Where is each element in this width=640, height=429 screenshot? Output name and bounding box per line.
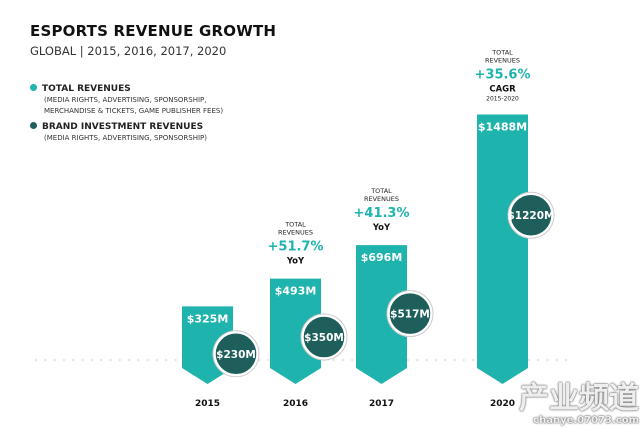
baseline-dot [546, 358, 549, 362]
chart-subtitle: GLOBAL | 2015, 2016, 2017, 2020 [30, 44, 227, 58]
baseline-dot [536, 358, 540, 362]
annotation-value-2017: +41.3% [354, 206, 410, 221]
legend-label-brand: BRAND INVESTMENT REVENUES [42, 122, 204, 132]
x-tick-2017: 2017 [369, 399, 394, 409]
annotation-value-2016: +51.7% [268, 240, 324, 255]
baseline-dot [62, 358, 66, 362]
chart-title: ESPORTS REVENUE GROWTH [30, 22, 277, 40]
circle-brand-2016 [302, 315, 346, 359]
legend-dot-total [30, 84, 37, 91]
annotation-header-2016: TOTAL [284, 221, 306, 229]
baseline-dot [164, 358, 168, 362]
annotation-header2-2020: REVENUES [485, 56, 520, 64]
circle-label-brand-2017: $517M [390, 309, 430, 321]
baseline-dot [471, 358, 475, 362]
baseline-dot [332, 358, 335, 362]
baseline-dot [443, 358, 447, 362]
annotation-header2-2016: REVENUES [278, 229, 313, 237]
baseline-dot [71, 358, 75, 362]
baseline-dot [462, 358, 466, 362]
legend-note-total-2: MERCHANDISE & TICKETS, GAME PUBLISHER FE… [44, 107, 224, 115]
baseline-dot [137, 358, 140, 362]
annotation-label-2017: YoY [372, 223, 391, 233]
baseline-dot [267, 358, 270, 362]
baseline-dot [146, 358, 149, 362]
baseline-dot [453, 358, 456, 362]
bar-total-2020 [477, 114, 528, 384]
baseline-dot [99, 358, 103, 362]
bar-label-total-2016: $493M [275, 285, 317, 298]
baseline-dot [564, 358, 568, 362]
bar-label-total-2015: $325M [187, 312, 229, 325]
baseline-dot [53, 358, 56, 362]
baseline-dot [109, 358, 112, 362]
bar-label-total-2017: $696M [361, 251, 403, 264]
x-tick-2015: 2015 [195, 399, 220, 409]
annotation-header2-2017: REVENUES [364, 195, 399, 203]
annotation-label-2016: YoY [286, 257, 305, 267]
baseline-dot [406, 358, 410, 362]
baseline-dot [350, 358, 354, 362]
baseline-dot [44, 358, 47, 362]
watermark-url: chanye.07073.com [533, 415, 639, 426]
baseline-dot [416, 358, 419, 362]
annotation-value-2020: +35.6% [475, 67, 531, 82]
legend-item-total: TOTAL REVENUES (MEDIA RIGHTS, ADVERTISIN… [30, 84, 223, 115]
x-tick-2020: 2020 [490, 399, 515, 409]
baseline-dot [341, 358, 345, 362]
bar-total-2016 [270, 278, 321, 384]
circle-brand-2015 [214, 332, 258, 376]
legend-note-brand: (MEDIA RIGHTS, ADVERTISING, SPONSORSHIP) [44, 134, 207, 142]
legend-note-total-1: (MEDIA RIGHTS, ADVERTISING, SPONSORSHIP, [44, 96, 207, 104]
circle-brand-2017 [388, 291, 432, 336]
baseline-dot [174, 358, 177, 362]
legend-item-brand: BRAND INVESTMENT REVENUES (MEDIA RIGHTS,… [30, 122, 207, 142]
baseline-dot [425, 358, 428, 362]
watermark-logo: 产业频道 chanye.07073.com [519, 381, 639, 427]
circle-label-brand-2015: $230M [216, 349, 256, 361]
baseline-dot [118, 358, 121, 362]
baseline-dot [127, 358, 131, 362]
legend-dot-brand [30, 122, 37, 129]
annotation-label-2020: CAGR [489, 84, 516, 94]
annotation-header-2017: TOTAL [370, 187, 392, 195]
baseline-dot [555, 358, 559, 362]
annotation-header-2020: TOTAL [491, 48, 513, 56]
baseline-dot [90, 358, 94, 362]
baseline-dot [434, 358, 438, 362]
watermark-main: 产业频道 [519, 381, 639, 416]
x-tick-2016: 2016 [283, 399, 308, 409]
annotation-sub-2020: 2015-2020 [486, 95, 519, 102]
baseline-dot [155, 358, 159, 362]
circle-label-brand-2016: $350M [304, 332, 344, 344]
baseline-dot [81, 358, 84, 362]
bar-label-total-2020: $1488M [478, 120, 527, 133]
circle-brand-2020 [509, 193, 553, 237]
circle-label-brand-2020: $1220M [508, 210, 555, 222]
baseline-dot [527, 358, 531, 362]
legend-label-total: TOTAL REVENUES [42, 84, 131, 94]
bar-total-2017 [356, 245, 407, 384]
baseline-dot [34, 358, 38, 362]
